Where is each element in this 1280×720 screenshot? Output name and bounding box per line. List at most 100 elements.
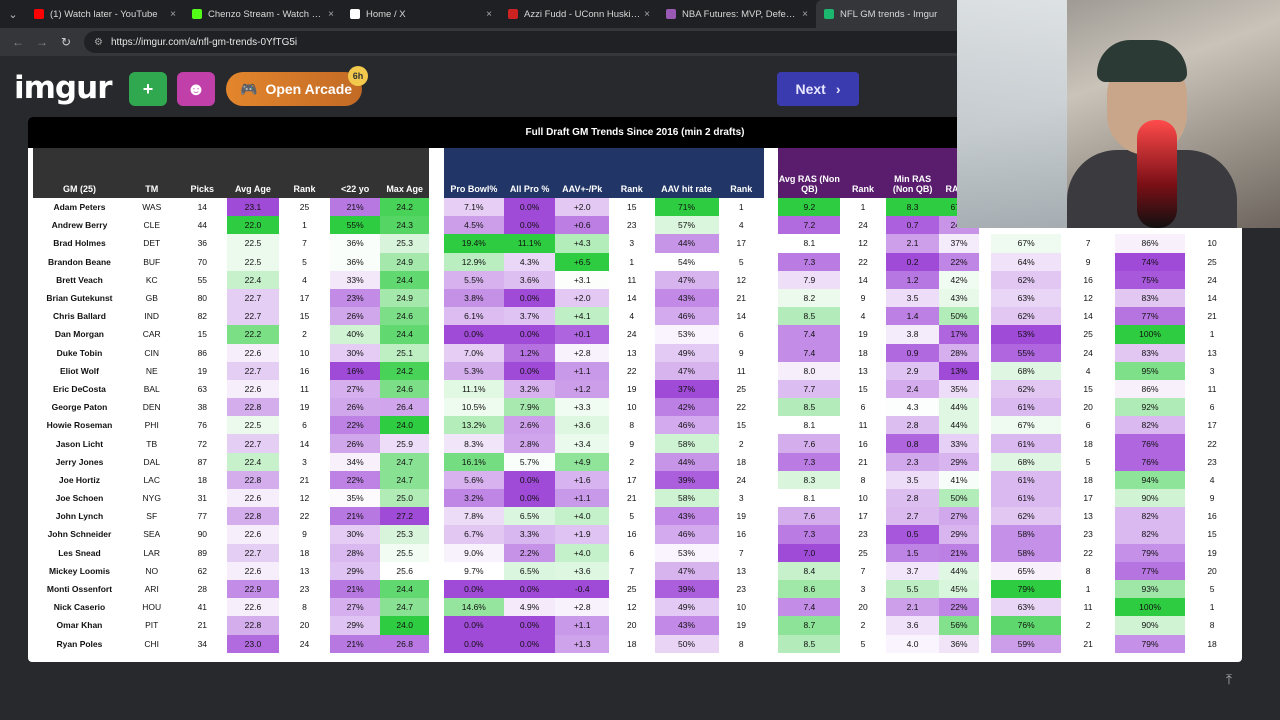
table-cell: 27% <box>330 379 380 399</box>
table-cell <box>978 325 992 344</box>
url-field[interactable]: ⚙ https://imgur.com/a/nfl-gm-trends-0YfT… <box>84 31 984 53</box>
table-cell <box>763 579 779 599</box>
table-row: George Paton DEN 38 22.8 19 26% 26.4 10.5% 7.9% +… <box>33 398 1239 417</box>
table-cell: BAL <box>143 383 160 394</box>
browser-tab[interactable]: NBA Futures: MVP, Defensive P × <box>658 0 816 28</box>
table-cell: 24.7 <box>379 598 430 617</box>
table-cell: 24.0 <box>379 616 430 635</box>
table-cell: 25 <box>736 383 746 394</box>
table-cell: 79% <box>1114 634 1186 653</box>
table-cell: 24 <box>1207 274 1217 285</box>
table-cell <box>763 379 779 399</box>
table-cell: 0.0% <box>503 361 556 380</box>
table-cell: 22.5 <box>227 252 279 271</box>
table-cell: 1 <box>1085 584 1091 595</box>
table-cell <box>763 470 779 489</box>
table-cell: 3 <box>738 493 744 504</box>
table-cell: Jerry Jones <box>55 456 104 467</box>
table-cell: 22 <box>1207 438 1217 449</box>
table-cell: HOU <box>142 602 162 613</box>
back-arrow-icon[interactable]: ← <box>12 35 24 49</box>
tab-close-icon[interactable]: × <box>170 8 176 20</box>
table-cell: 23% <box>330 288 380 308</box>
table-cell <box>763 561 779 580</box>
next-post-button[interactable]: Next › <box>777 72 859 106</box>
forward-arrow-icon[interactable]: → <box>36 35 48 49</box>
table-cell: 2.1 <box>885 234 940 253</box>
open-arcade-button[interactable]: 🎮 Open Arcade 6h <box>226 66 368 106</box>
table-cell: 29% <box>939 452 979 471</box>
tab-list-chevron-icon[interactable]: ⌄ <box>8 8 18 21</box>
browser-tab[interactable]: Home / X × <box>342 0 500 28</box>
table-row: Brad Holmes DET 36 22.5 7 36% 25.3 19.4% 11.1% +4… <box>33 234 1239 253</box>
table-cell: 21 <box>736 293 746 304</box>
table-cell: 65% <box>991 561 1062 580</box>
table-cell <box>763 598 779 617</box>
table-cell: 58% <box>654 434 719 453</box>
webcam-microphone <box>1137 120 1177 228</box>
tab-close-icon[interactable]: × <box>328 8 334 20</box>
table-cell: 2.7 <box>885 507 940 526</box>
column-header <box>429 148 444 198</box>
column-header: Rank <box>609 148 655 198</box>
table-cell: 12 <box>736 274 746 285</box>
table-cell: Jason Licht <box>55 438 104 449</box>
table-cell <box>429 325 444 344</box>
table-cell: 61% <box>991 470 1062 489</box>
meme-gen-button[interactable]: ☻ <box>177 72 215 106</box>
table-cell: 1 <box>629 256 635 267</box>
table-cell: 36 <box>197 238 208 249</box>
table-cell <box>429 579 444 599</box>
table-cell: 14 <box>736 311 746 322</box>
new-post-button[interactable]: + <box>129 72 167 106</box>
post-image: Full Draft GM Trends Since 2016 (min 2 d… <box>28 117 1242 662</box>
table-cell: 35% <box>939 379 979 399</box>
reload-icon[interactable]: ↻ <box>60 35 72 49</box>
table-cell: 62% <box>991 307 1062 326</box>
tab-close-icon[interactable]: × <box>802 8 808 20</box>
tab-title: Chenzo Stream - Watch Live on <box>208 8 324 20</box>
table-cell: TB <box>146 438 158 449</box>
tab-close-icon[interactable]: × <box>644 8 650 20</box>
table-cell <box>429 416 444 435</box>
table-cell: 11 <box>300 383 309 394</box>
table-cell: 8.7 <box>778 616 841 635</box>
table-cell: 5 <box>302 256 307 267</box>
table-cell: 17% <box>939 325 979 344</box>
site-info-icon[interactable]: ⚙ <box>94 36 103 48</box>
table-cell: 2 <box>860 620 866 631</box>
table-cell: 5.3% <box>443 361 504 380</box>
table-cell: 62% <box>991 507 1062 526</box>
table-cell: 3.2% <box>443 489 504 508</box>
table-cell: 9.0% <box>443 543 504 562</box>
table-cell: 5.5 <box>885 579 940 599</box>
table-cell: 31 <box>197 493 208 504</box>
browser-tab[interactable]: NFL GM trends - Imgur× <box>816 0 974 28</box>
table-cell: 2.2% <box>503 543 556 562</box>
table-cell: 12 <box>1083 293 1093 304</box>
table-cell: +4.3 <box>555 234 610 253</box>
table-cell: 46% <box>654 416 719 435</box>
table-cell: 22% <box>939 598 979 617</box>
table-cell <box>763 416 779 435</box>
table-cell: 6 <box>1209 402 1215 413</box>
scroll-to-top-icon[interactable]: ⤒ <box>1225 670 1233 687</box>
imgur-logo[interactable]: imgur <box>14 70 112 106</box>
table-cell <box>429 252 444 271</box>
browser-tab[interactable]: (1) Watch later - YouTube × <box>26 0 184 28</box>
table-cell: 0.0% <box>503 616 556 635</box>
table-cell: WAS <box>142 202 162 213</box>
tab-close-icon[interactable]: × <box>486 8 492 20</box>
table-cell: 3.3% <box>503 525 556 544</box>
column-header: Picks <box>177 148 228 198</box>
table-cell: 15 <box>1207 529 1217 540</box>
browser-tab[interactable]: Chenzo Stream - Watch Live on × <box>184 0 342 28</box>
table-cell: 22.2 <box>227 325 279 344</box>
table-cell: 26% <box>330 434 380 453</box>
table-cell: 100% <box>1114 325 1186 344</box>
table-cell <box>429 507 444 526</box>
table-cell: Ryan Poles <box>56 638 103 649</box>
browser-tab[interactable]: Azzi Fudd - UConn Huskies Gu× <box>500 0 658 28</box>
table-cell: 24.9 <box>379 252 430 271</box>
table-cell <box>978 343 992 362</box>
